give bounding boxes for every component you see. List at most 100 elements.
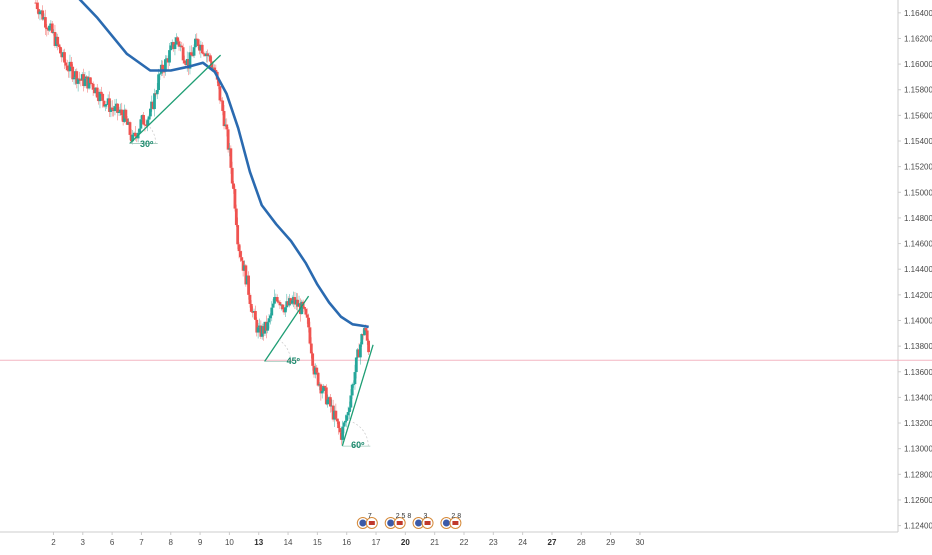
candle-body	[50, 23, 54, 33]
candle-body	[157, 74, 160, 91]
candles	[34, 0, 370, 446]
candle-body	[273, 297, 276, 304]
trendline-1[interactable]	[129, 54, 222, 145]
trendlines[interactable]: 30º 45º 60º	[129, 54, 374, 450]
candle-body	[95, 87, 99, 98]
candle-body	[71, 66, 75, 80]
candle-body	[214, 70, 218, 72]
candle-body	[162, 71, 166, 73]
event-flag-icon[interactable]: 3	[412, 513, 434, 529]
candle-body	[341, 426, 345, 440]
x-tick-label: 21	[430, 538, 439, 547]
event-count-label: 2 5 8	[396, 513, 412, 520]
candle-body	[229, 148, 233, 168]
candle-body	[281, 304, 285, 310]
candle-body	[320, 390, 324, 394]
event-flag-core	[424, 521, 431, 525]
trendline-2[interactable]	[264, 295, 310, 362]
candle-body	[192, 47, 196, 56]
candle-body	[277, 301, 280, 303]
x-tick-label: 8	[169, 538, 174, 547]
candle-body	[37, 9, 40, 15]
candle-body	[101, 93, 105, 101]
candle-body	[90, 83, 94, 85]
candle-body	[98, 91, 102, 102]
candle-body	[267, 318, 271, 323]
y-tick-label: 1.16400	[904, 9, 932, 18]
candle-body	[72, 77, 76, 80]
candle-body	[218, 86, 222, 101]
y-tick-label: 1.14400	[904, 265, 932, 274]
candle-body	[244, 265, 248, 285]
x-tick-label: 9	[198, 538, 203, 547]
y-tick-label: 1.15800	[904, 86, 932, 95]
angle-arc-3	[349, 420, 369, 447]
candle-body	[303, 306, 306, 309]
candle-body	[251, 311, 255, 313]
candle-body	[256, 327, 260, 333]
candle-body	[139, 119, 143, 129]
candle-body	[189, 52, 193, 56]
candle-body	[296, 299, 300, 307]
event-flag-core	[396, 521, 403, 525]
candle-body	[217, 79, 220, 87]
candle-body	[35, 2, 39, 10]
candle-body	[131, 134, 135, 142]
angle-label-1: 30º	[140, 139, 154, 149]
event-flag-core	[452, 521, 459, 525]
candle-body	[146, 119, 150, 126]
candle-body	[173, 44, 177, 50]
candle-body	[200, 44, 204, 54]
x-axis[interactable]: 2 3 6 7 8 9 10 13 14 15 16 17 20 21 22 23 24 27 28 29 30	[51, 532, 645, 547]
candle-body	[221, 100, 225, 112]
y-tick-label: 1.15400	[904, 137, 932, 146]
candle-body	[59, 46, 62, 54]
candle-body	[91, 83, 95, 90]
candle-body	[247, 275, 250, 295]
candle-body	[266, 322, 270, 331]
candle-body	[158, 73, 162, 75]
y-tick-label: 1.15200	[904, 163, 932, 172]
event-flag-core	[387, 519, 395, 527]
candle-body	[108, 98, 111, 112]
candle-body	[109, 107, 113, 112]
candle-body	[319, 384, 323, 394]
candle-body	[316, 372, 320, 386]
x-tick-label: 30	[635, 538, 644, 547]
candle-body	[45, 27, 49, 30]
candle-body	[308, 327, 312, 344]
candle-body	[117, 111, 121, 113]
x-tick-label: 15	[313, 538, 322, 547]
event-flag-icon[interactable]: 2 5 8	[384, 513, 412, 529]
candle-body	[44, 17, 47, 28]
candle-body	[213, 67, 216, 71]
y-tick-label: 1.16200	[904, 34, 932, 43]
candle-body	[164, 59, 167, 72]
event-count-label: 2 8	[451, 513, 461, 520]
candle-body	[76, 78, 80, 84]
candle-body	[161, 64, 165, 72]
y-tick-label: 1.13200	[904, 419, 932, 428]
y-axis[interactable]: 1.16400 1.16200 1.16000 1.15800 1.15600 1.154…	[898, 9, 932, 531]
candle-body	[149, 108, 152, 117]
x-tick-label: 16	[342, 538, 351, 547]
candle-body	[113, 106, 117, 112]
event-flag-icon[interactable]: 7	[356, 513, 378, 529]
economic-events[interactable]: 7 2 5 8 3 2 8	[356, 513, 462, 529]
candle-body	[196, 39, 200, 47]
moving-average-line	[78, 0, 369, 329]
candle-body	[334, 410, 338, 419]
candle-body	[284, 307, 287, 313]
candle-body	[249, 303, 253, 312]
candle-body	[346, 412, 350, 416]
candle-body	[194, 38, 197, 48]
candle-body	[57, 44, 61, 47]
x-tick-label: 7	[139, 538, 144, 547]
y-tick-label: 1.13800	[904, 342, 932, 351]
event-flag-icon[interactable]: 2 8	[440, 513, 462, 529]
candle-body	[222, 111, 226, 127]
candle-body	[124, 109, 128, 119]
trendline-3[interactable]	[341, 344, 374, 447]
